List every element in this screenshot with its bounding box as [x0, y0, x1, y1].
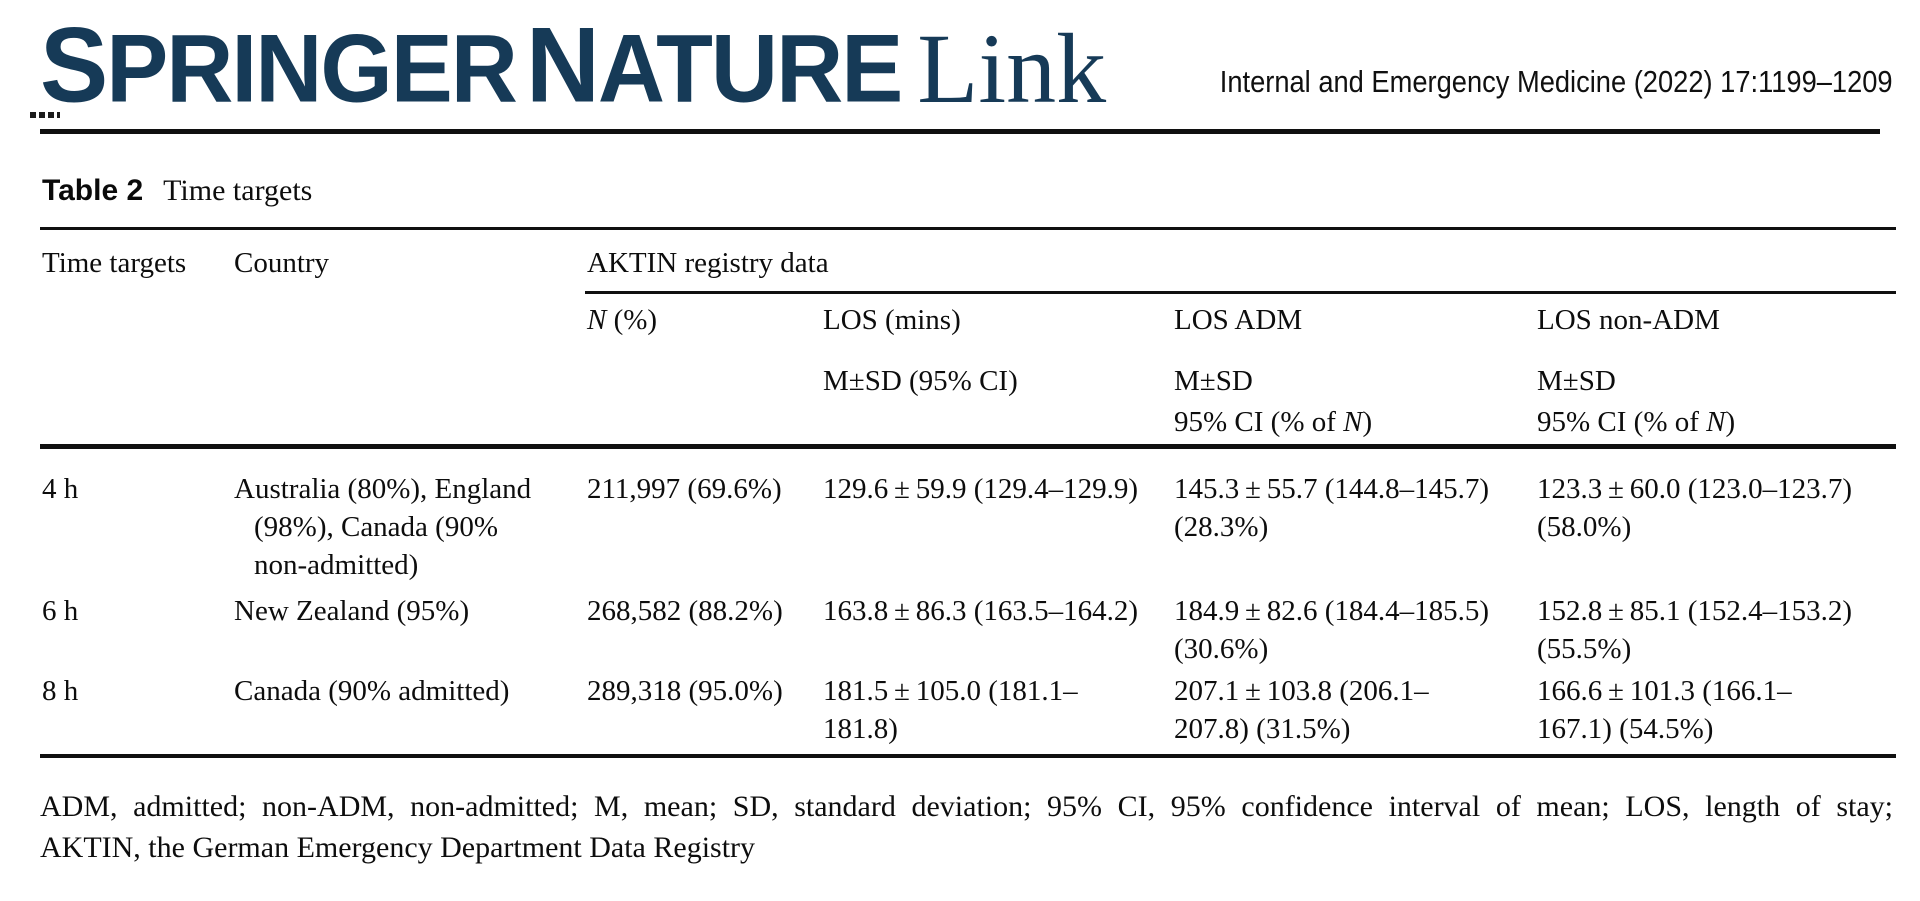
cell-los-adm: 184.9 ± 82.6 (184.4–185.5) (30.6%) [1174, 595, 1490, 665]
cell-country: Canada (90% admitted) [234, 675, 510, 707]
table-footnote: ADM, admitted; non-ADM, non-admitted; M,… [40, 786, 1893, 868]
footnote-line-2: AKTIN, the German Emergency Department D… [40, 831, 756, 864]
cell-los-nonadm: 152.8 ± 85.1 (152.4–153.2) (55.5%) [1537, 595, 1853, 665]
cell-los-nonadm: 123.3 ± 60.0 (123.0–123.7) (58.0%) [1537, 473, 1853, 543]
table-header-row-1: Time targets Country AKTIN registry data [40, 246, 1896, 280]
column-header-n-pct: N (%) [585, 303, 821, 439]
table-header-separator-rule [40, 444, 1896, 449]
logo-word-springer: SPRINGER [40, 4, 518, 125]
cell-los-mins: 163.8 ± 86.3 (163.5–164.2) [823, 595, 1139, 627]
cell-n-pct: 289,318 (95.0%) [587, 675, 783, 707]
footnote-line-1: ADM, admitted; non-ADM, non-admitted; M,… [40, 790, 1893, 823]
table-caption: Table 2 Time targets [42, 174, 312, 213]
column-header-los-nonadm: LOS non-ADM M±SD 95% CI (% of N) [1535, 303, 1896, 439]
los-nonadm-label: LOS non-ADM [1537, 304, 1720, 336]
cell-country: New Zealand (95%) [234, 595, 470, 627]
logo-word-link: Link [917, 13, 1107, 124]
los-adm-ci-label: 95% CI (% of N) [1174, 406, 1373, 438]
cell-los-mins: 129.6 ± 59.9 (129.4–129.9) [823, 473, 1139, 505]
column-header-time-targets: Time targets [42, 247, 187, 279]
cell-los-mins: 181.5 ± 105.0 (181.1– 181.8) [823, 675, 1078, 745]
springer-nature-link-logo[interactable]: SPRINGER NATURE Link [40, 16, 1106, 119]
table-row: 8 h Canada (90% admitted) 289,318 (95.0%… [40, 672, 1896, 748]
los-nonadm-msd-label: M±SD [1537, 365, 1616, 397]
header-divider [40, 129, 1880, 134]
table-row: 6 h New Zealand (95%) 268,582 (88.2%) 16… [40, 592, 1896, 668]
n-rest: (%) [606, 304, 658, 336]
table-caption-label: Table 2 [42, 174, 144, 207]
cell-country: Australia (80%), England (98%), Canada (… [234, 473, 532, 581]
table-caption-title: Time targets [163, 174, 313, 207]
los-mins-label: LOS (mins) [823, 304, 961, 336]
column-header-los-adm: LOS ADM M±SD 95% CI (% of N) [1172, 303, 1535, 439]
column-header-los-mins: LOS (mins) M±SD (95% CI) [821, 303, 1172, 439]
cell-los-adm: 207.1 ± 103.8 (206.1– 207.8) (31.5%) [1174, 675, 1429, 745]
n-italic: N [587, 304, 607, 336]
cell-los-adm: 145.3 ± 55.7 (144.8–145.7) (28.3%) [1174, 473, 1490, 543]
los-adm-label: LOS ADM [1174, 304, 1303, 336]
los-mins-stat-label: M±SD (95% CI) [823, 365, 1018, 397]
column-header-country: Country [234, 247, 330, 279]
los-adm-msd-label: M±SD [1174, 365, 1253, 397]
journal-citation: Internal and Emergency Medicine (2022) 1… [1220, 64, 1893, 99]
page-number-fragment [30, 112, 60, 118]
column-header-aktin-registry-data: AKTIN registry data [587, 247, 829, 279]
logo-word-nature: NATURE [525, 4, 903, 125]
cell-time-target: 8 h [42, 675, 79, 707]
cell-n-pct: 211,997 (69.6%) [587, 473, 782, 505]
cell-time-target: 4 h [42, 473, 79, 505]
table-bottom-rule [40, 754, 1896, 758]
cell-n-pct: 268,582 (88.2%) [587, 595, 783, 627]
los-nonadm-ci-label: 95% CI (% of N) [1537, 406, 1736, 438]
table-row: 4 h Australia (80%), England (98%), Cana… [40, 470, 1896, 584]
table-top-rule [40, 227, 1896, 230]
cell-los-nonadm: 166.6 ± 101.3 (166.1– 167.1) (54.5%) [1537, 675, 1792, 745]
aktin-span-rule [585, 291, 1896, 294]
table-header-row-2: N (%) LOS (mins) M±SD (95% CI) LOS ADM M… [40, 303, 1896, 439]
cell-time-target: 6 h [42, 595, 79, 627]
